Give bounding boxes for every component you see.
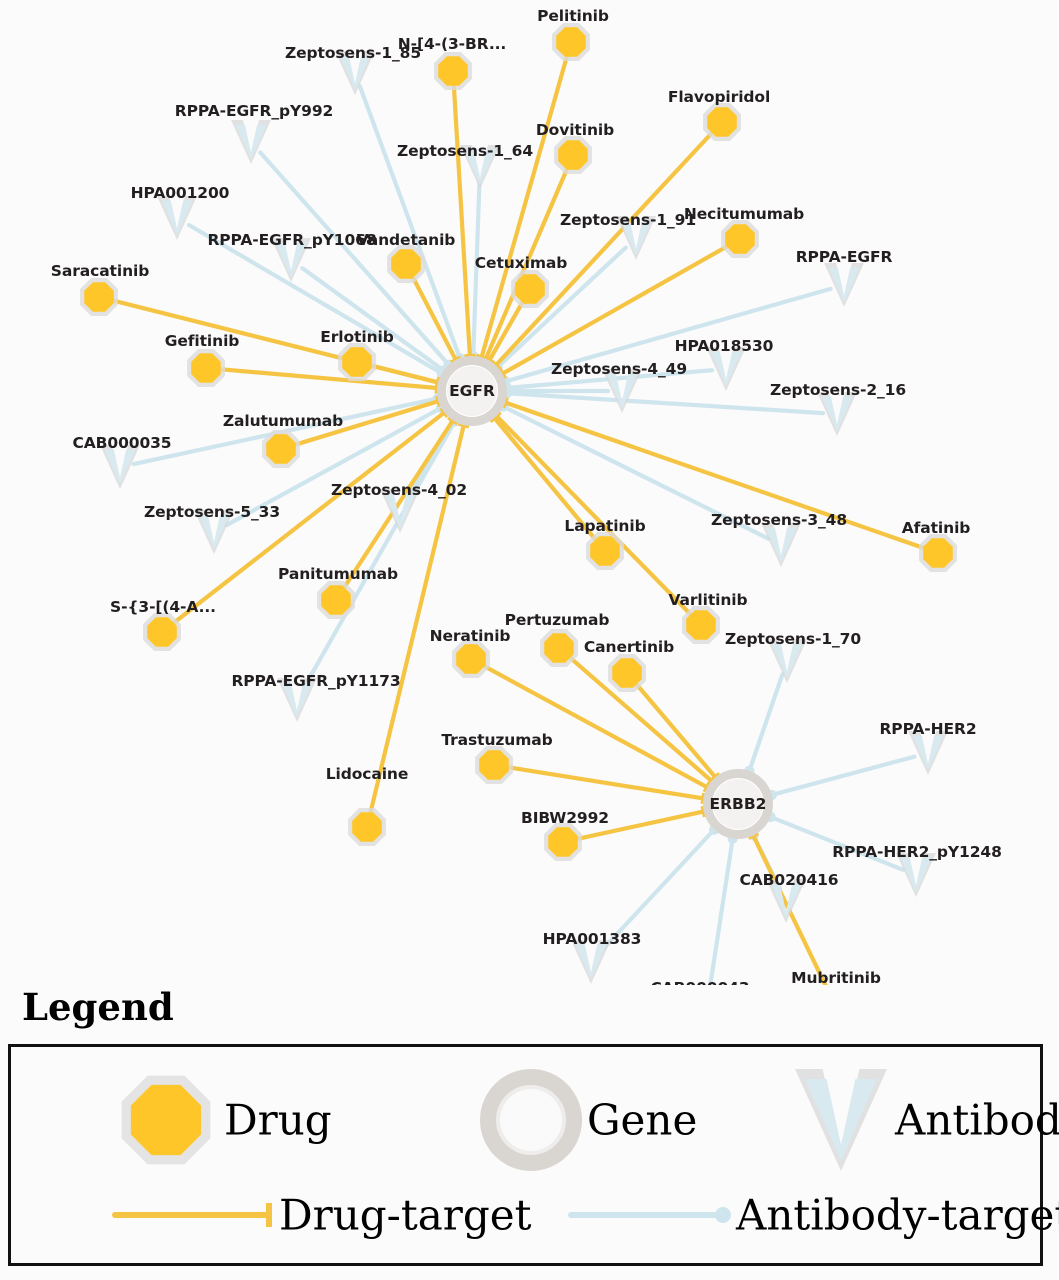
legend-node-label: Gene — [587, 1095, 698, 1145]
legend-edge-label: Antibody-target — [736, 1190, 1059, 1240]
legend-node-label: Drug — [224, 1095, 332, 1145]
antibody-node[interactable] — [380, 489, 420, 533]
antibody-node[interactable] — [908, 731, 948, 775]
drug-node[interactable] — [586, 532, 624, 570]
antibody-node[interactable] — [231, 120, 271, 164]
antibody-node[interactable] — [616, 216, 656, 260]
legend-edge-label: Drug-target — [279, 1190, 532, 1240]
drug-node[interactable] — [544, 823, 582, 861]
drug-node[interactable] — [552, 23, 590, 61]
drug-node[interactable] — [475, 746, 513, 784]
antibody-node[interactable] — [817, 392, 857, 436]
drug-node[interactable] — [452, 640, 490, 678]
antibody-node[interactable] — [277, 678, 317, 722]
gene-label: EGFR — [449, 382, 495, 400]
legend-drug-icon — [121, 1075, 211, 1165]
antibody-node[interactable] — [157, 196, 197, 240]
drug-node[interactable] — [703, 103, 741, 141]
antibody-node[interactable] — [100, 445, 140, 489]
legend-gene-icon — [480, 1069, 582, 1171]
drug-node[interactable] — [540, 629, 578, 667]
drug-node[interactable] — [338, 343, 376, 381]
drug-node[interactable] — [608, 654, 646, 692]
antibody-node[interactable] — [766, 879, 806, 923]
drug-node[interactable] — [262, 430, 300, 468]
legend-panel: Legend Drug Gene Antibody Drug-target Antibo… — [0, 985, 1059, 1280]
legend-box: Drug Gene Antibody Drug-target Antibody-targ… — [8, 1044, 1059, 1266]
gene-node[interactable] — [703, 769, 773, 839]
drug-node[interactable] — [187, 349, 225, 387]
antibody-node[interactable] — [335, 51, 375, 95]
drug-node[interactable] — [511, 270, 549, 308]
drug-node[interactable] — [682, 606, 720, 644]
antibody-node[interactable] — [460, 145, 500, 189]
legend-title: Legend — [22, 985, 174, 1029]
antibody-node[interactable] — [824, 263, 864, 307]
drug-node[interactable] — [143, 613, 181, 651]
legend-node-label: Antibody — [895, 1095, 1059, 1145]
antibody-node[interactable] — [571, 940, 611, 984]
gene-node[interactable] — [437, 356, 507, 426]
network-graph-canvas[interactable]: Zeptosens-1_85 RPPA-EGFR_pY992 Zeptosens-1… — [0, 0, 1059, 997]
antibody-node[interactable] — [194, 510, 234, 554]
drug-node[interactable] — [434, 52, 472, 90]
antibody-node[interactable] — [896, 853, 936, 897]
drug-node[interactable] — [721, 220, 759, 258]
legend-antibody-target-edge-icon — [568, 1207, 731, 1223]
antibody-node[interactable] — [602, 369, 642, 413]
drug-node[interactable] — [317, 581, 355, 619]
antibody-node[interactable] — [761, 523, 801, 567]
drug-node[interactable] — [554, 136, 592, 174]
antibody-node[interactable] — [271, 238, 311, 282]
legend-antibody-icon — [795, 1069, 887, 1171]
antibody-node[interactable] — [706, 347, 746, 391]
drug-node[interactable] — [919, 534, 957, 572]
legend-drug-target-edge-icon — [112, 1203, 272, 1227]
antibody-node[interactable] — [767, 639, 807, 683]
edge-layer — [110, 53, 927, 985]
drug-node[interactable] — [80, 278, 118, 316]
node-layer — [80, 23, 957, 984]
gene-label: ERBB2 — [709, 795, 767, 813]
legend-symbols — [112, 1069, 887, 1227]
drug-node[interactable] — [348, 808, 386, 846]
drug-node[interactable] — [387, 245, 425, 283]
